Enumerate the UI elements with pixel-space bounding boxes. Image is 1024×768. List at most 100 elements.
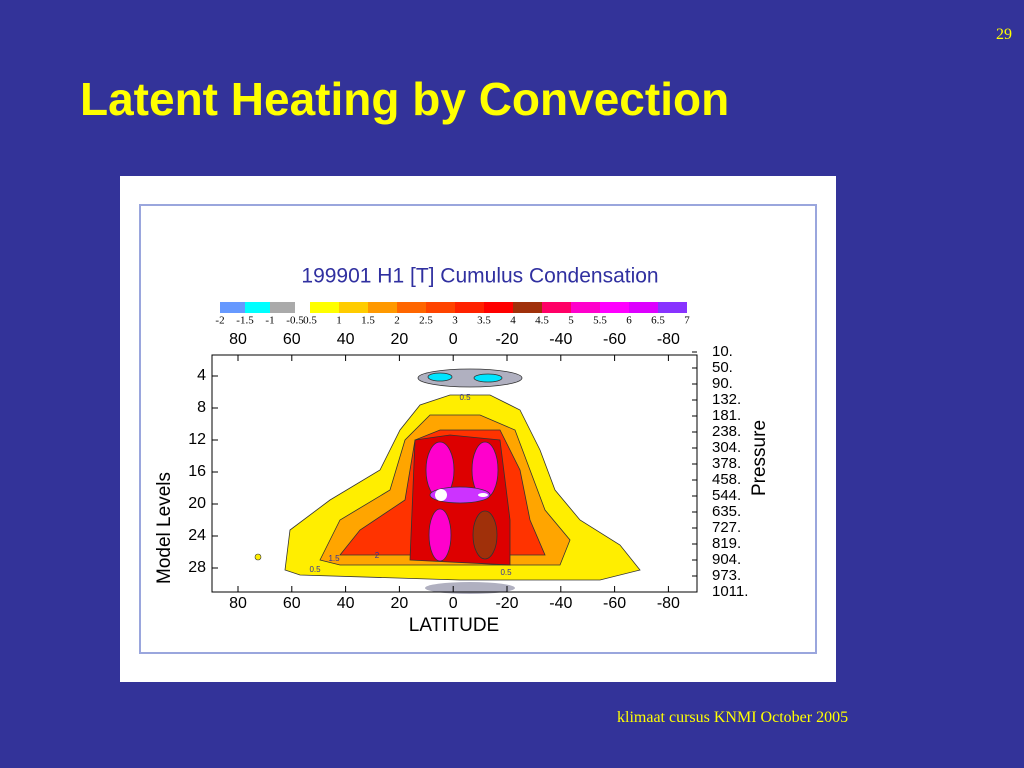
colorbar-label: 2 <box>394 315 400 327</box>
colorbar-label: 6 <box>626 315 632 327</box>
contour-region <box>478 493 488 497</box>
y2-tick-label: 181. <box>712 407 741 424</box>
x-tick-label: 20 <box>391 595 409 612</box>
colorbar-swatch <box>600 302 629 313</box>
y2-tick-label: 90. <box>712 375 733 392</box>
x-tick-label: 40 <box>337 331 355 348</box>
colorbar-swatch <box>310 302 339 313</box>
y2-tick-label: 132. <box>712 391 741 408</box>
y2-tick-label: 904. <box>712 551 741 568</box>
y2-tick-label: 635. <box>712 503 741 520</box>
x-tick-label: 60 <box>283 331 301 348</box>
slide-number: 29 <box>996 26 1012 43</box>
colorbar-swatch <box>571 302 600 313</box>
x-axis-label: LATITUDE <box>409 615 499 636</box>
y2-tick-label: 544. <box>712 487 741 504</box>
colorbar-swatch <box>629 302 658 313</box>
colorbar-label: 4.5 <box>535 315 549 327</box>
x-tick-label: 60 <box>283 595 301 612</box>
colorbar-label: 5.5 <box>593 315 607 327</box>
x-tick-label: 80 <box>229 595 247 612</box>
y2-axis-label: Pressure <box>749 420 770 496</box>
x-tick-label: -40 <box>549 331 572 348</box>
x-tick-label: -20 <box>495 595 518 612</box>
colorbar-label: 2.5 <box>419 315 433 327</box>
colorbar-label: 0.5 <box>303 315 317 327</box>
colorbar-swatch <box>484 302 513 313</box>
x-tick-label: -60 <box>603 331 626 348</box>
colorbar-label: 4 <box>510 315 516 327</box>
x-tick-label: -40 <box>549 595 572 612</box>
colorbar-label: 6.5 <box>651 315 665 327</box>
y2-tick-label: 727. <box>712 519 741 536</box>
colorbar-swatch <box>339 302 368 313</box>
y-tick-label: 24 <box>188 527 206 544</box>
y2-tick-label: 1011. <box>712 583 748 600</box>
x-tick-label: 0 <box>449 595 458 612</box>
contour-region <box>435 489 447 501</box>
contour-region <box>472 510 498 560</box>
x-tick-label: 80 <box>229 331 247 348</box>
y2-tick-label: 819. <box>712 535 741 552</box>
colorbar-swatch <box>455 302 484 313</box>
figure: 199901 H1 [T] Cumulus Condensation Model… <box>120 176 836 682</box>
colorbar-label: -0.5 <box>286 315 304 327</box>
y2-tick-label: 304. <box>712 439 741 456</box>
colorbar-label: -2 <box>215 315 224 327</box>
y2-tick-label: 973. <box>712 567 741 584</box>
y-tick-label: 16 <box>188 463 206 480</box>
colorbar-swatch <box>397 302 426 313</box>
x-tick-label: -60 <box>603 595 626 612</box>
colorbar-swatch <box>270 302 295 313</box>
colorbar-swatch <box>245 302 270 313</box>
colorbar-swatch <box>513 302 542 313</box>
colorbar-label: 5 <box>568 315 574 327</box>
colorbar-label: 3.5 <box>477 315 491 327</box>
y2-tick-label: 238. <box>712 423 741 440</box>
contour-region <box>425 582 515 594</box>
x-tick-label: -80 <box>657 595 680 612</box>
contour-label: 0.5 <box>459 393 471 402</box>
contour-label: 2 <box>375 551 380 560</box>
colorbar-swatch <box>658 302 687 313</box>
y2-tick-label: 50. <box>712 359 733 376</box>
y-tick-label: 28 <box>188 559 206 576</box>
colorbar-swatch <box>368 302 397 313</box>
figure-frame <box>139 204 817 654</box>
colorbar-label: -1.5 <box>236 315 254 327</box>
x-tick-label: -20 <box>495 331 518 348</box>
colorbar-swatch <box>220 302 245 313</box>
y-tick-label: 12 <box>188 431 206 448</box>
colorbar-label: 7 <box>684 315 690 327</box>
slide-footer: klimaat cursus KNMI October 2005 <box>617 709 849 726</box>
contour-region <box>473 373 503 383</box>
colorbar-swatch <box>542 302 571 313</box>
x-tick-label: 0 <box>449 331 458 348</box>
colorbar-label: 3 <box>452 315 458 327</box>
colorbar-label: 1.5 <box>361 315 375 327</box>
colorbar-label: 1 <box>336 315 342 327</box>
slide-title: Latent Heating by Convection <box>80 73 730 125</box>
colorbar-swatch <box>426 302 455 313</box>
contour-label: 0.5 <box>500 568 512 577</box>
contour-region <box>427 372 453 382</box>
contour-region <box>254 553 262 561</box>
x-tick-label: 40 <box>337 595 355 612</box>
contour-region <box>428 508 452 562</box>
y-tick-label: 4 <box>197 367 206 384</box>
y2-tick-label: 458. <box>712 471 741 488</box>
contour-label: 0.5 <box>309 565 321 574</box>
y2-tick-label: 10. <box>712 343 733 360</box>
colorbar-label: -1 <box>265 315 274 327</box>
x-tick-label: 20 <box>391 331 409 348</box>
contour-label: 1.5 <box>328 554 340 563</box>
figure-title: 199901 H1 [T] Cumulus Condensation <box>301 265 658 288</box>
plot-border <box>211 354 698 593</box>
x-tick-label: -80 <box>657 331 680 348</box>
y-axis-label: Model Levels <box>154 472 175 584</box>
y-tick-label: 8 <box>197 399 206 416</box>
y2-tick-label: 378. <box>712 455 741 472</box>
y-tick-label: 20 <box>188 495 206 512</box>
contour-plot <box>254 368 641 594</box>
